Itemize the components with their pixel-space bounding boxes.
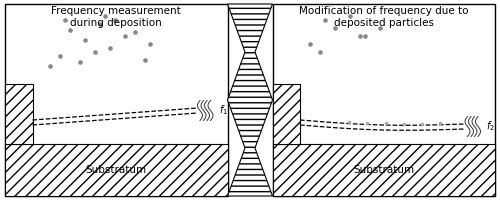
- Bar: [5, 144, 228, 196]
- Text: Substratum: Substratum: [86, 165, 147, 175]
- Bar: [5, 84, 32, 144]
- Bar: [272, 84, 300, 144]
- Text: $f_2$: $f_2$: [486, 120, 496, 133]
- Bar: [5, 4, 228, 196]
- Bar: [272, 144, 495, 196]
- Bar: [272, 4, 495, 196]
- Polygon shape: [228, 4, 272, 196]
- Text: Modification of frequency due to
deposited particles: Modification of frequency due to deposit…: [299, 6, 468, 28]
- Text: Substratum: Substratum: [353, 165, 414, 175]
- Text: Frequency measurement
during deposition: Frequency measurement during deposition: [52, 6, 181, 28]
- Text: $f_1$: $f_1$: [219, 104, 228, 117]
